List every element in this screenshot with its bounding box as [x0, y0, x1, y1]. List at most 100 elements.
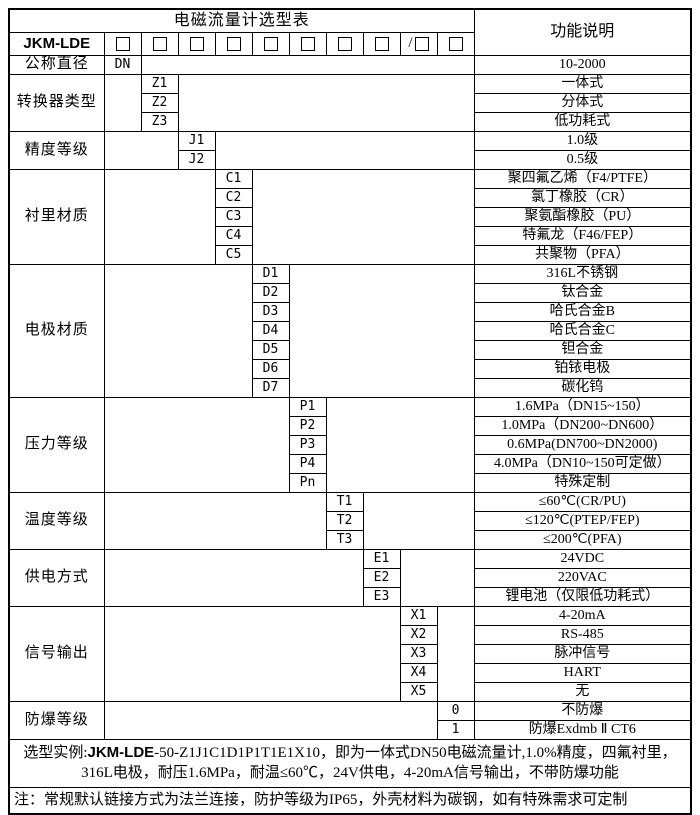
section-label: 精度等级 [8, 131, 105, 170]
desc-cell: 脉冲信号 [473, 644, 692, 664]
filler-cell [103, 606, 401, 702]
desc-cell: HART [473, 663, 692, 683]
desc-cell: 钽合金 [473, 340, 692, 360]
filler-cell [140, 55, 475, 75]
code-cell: C3 [214, 207, 253, 227]
desc-cell: 碳化钨 [473, 378, 692, 398]
code-cell: T2 [325, 511, 364, 531]
code-cell: C5 [214, 245, 253, 265]
desc-cell: 聚四氟乙烯（F4/PTFE） [473, 169, 692, 189]
checkbox-icon [263, 36, 278, 51]
filler-cell [325, 397, 475, 493]
desc-cell: ≤120℃(PTEP/FEP) [473, 511, 692, 531]
checkbox-icon [337, 36, 352, 51]
desc-cell: 1.0MPa（DN200~DN600） [473, 416, 692, 436]
desc-cell: ≤60℃(CR/PU) [473, 492, 692, 512]
filler-cell [362, 492, 475, 550]
checkbox-icon [414, 36, 429, 51]
example-model: JKM-LDE [87, 744, 155, 761]
checkbox-icon [374, 36, 389, 51]
code-cell: E2 [362, 568, 401, 588]
code-cell: D3 [251, 302, 290, 322]
model-code-box-cell [288, 32, 327, 56]
section-label: 信号输出 [8, 606, 105, 702]
code-cell: Z3 [140, 112, 179, 132]
filler-cell [177, 74, 475, 132]
code-cell: C2 [214, 188, 253, 208]
selection-example: 选型实例:JKM-LDE-50-Z1J1C1D1P1T1E1X10，即为一体式D… [8, 739, 692, 788]
desc-cell: 聚氨酯橡胶（PU） [473, 207, 692, 227]
code-cell: J2 [177, 150, 216, 170]
code-cell: P2 [288, 416, 327, 436]
code-cell: X3 [399, 644, 438, 664]
desc-cell: 共聚物（PFA） [473, 245, 692, 265]
desc-cell: 钛合金 [473, 283, 692, 303]
desc-cell: 铂铱电极 [473, 359, 692, 379]
section-label: 电极材质 [8, 264, 105, 398]
desc-cell: 哈氏合金C [473, 321, 692, 341]
code-cell: T3 [325, 530, 364, 550]
filler-cell [103, 549, 364, 607]
desc-cell: 4-20mA [473, 606, 692, 626]
code-cell: X2 [399, 625, 438, 645]
filler-cell [103, 701, 438, 740]
model-code-box-cell [140, 32, 179, 56]
model-code-box-cell [325, 32, 364, 56]
desc-cell: 0.5级 [473, 150, 692, 170]
code-cell: D5 [251, 340, 290, 360]
code-cell: 0 [436, 701, 475, 721]
filler-cell [103, 397, 290, 493]
desc-cell: 10-2000 [473, 55, 692, 75]
desc-cell: 哈氏合金B [473, 302, 692, 322]
checkbox-icon [226, 36, 241, 51]
code-cell: X5 [399, 682, 438, 702]
desc-cell: 24VDC [473, 549, 692, 569]
desc-cell: 不防爆 [473, 701, 692, 721]
model-prefix: JKM-LDE [8, 32, 105, 56]
desc-cell: 220VAC [473, 568, 692, 588]
model-code-box-cell [436, 32, 475, 56]
desc-cell: 氯丁橡胶（CR） [473, 188, 692, 208]
code-cell: P1 [288, 397, 327, 417]
filler-cell [251, 169, 475, 265]
desc-cell: 无 [473, 682, 692, 702]
code-cell: X4 [399, 663, 438, 683]
selection-table: 电磁流量计选型表 功能说明 JKM-LDE / 公称直径 DN 10-2000 … [8, 8, 692, 815]
filler-cell [103, 131, 179, 170]
desc-cell: 特氟龙（F46/FEP） [473, 226, 692, 246]
filler-cell [436, 606, 475, 702]
section-label: 供电方式 [8, 549, 105, 607]
desc-cell: 分体式 [473, 93, 692, 113]
code-cell: E3 [362, 587, 401, 607]
desc-cell: 防爆Exdmb Ⅱ CT6 [473, 720, 692, 740]
desc-cell: 低功耗式 [473, 112, 692, 132]
model-code-box-cell [103, 32, 142, 56]
filler-cell [214, 131, 475, 170]
code-cell: T1 [325, 492, 364, 512]
code-cell: Pn [288, 473, 327, 493]
code-cell: D4 [251, 321, 290, 341]
example-prefix: 选型实例: [23, 745, 88, 761]
code-cell: D6 [251, 359, 290, 379]
desc-cell: 一体式 [473, 74, 692, 94]
checkbox-icon [115, 36, 130, 51]
code-cell: X1 [399, 606, 438, 626]
filler-cell [103, 264, 253, 398]
filler-cell [103, 169, 216, 265]
desc-cell: ≤200℃(PFA) [473, 530, 692, 550]
desc-cell: 特殊定制 [473, 473, 692, 493]
desc-cell: RS-485 [473, 625, 692, 645]
desc-cell: 0.6MPa(DN700~DN2000) [473, 435, 692, 455]
desc-cell: 锂电池（仅限低功耗式） [473, 587, 692, 607]
section-label: 防爆等级 [8, 701, 105, 740]
code-cell: D7 [251, 378, 290, 398]
model-code-box-cell [177, 32, 216, 56]
model-code-box-cell [251, 32, 290, 56]
checkbox-icon [300, 36, 315, 51]
checkbox-icon [152, 36, 167, 51]
filler-cell [103, 492, 327, 550]
checkbox-icon [448, 36, 463, 51]
code-cell: D1 [251, 264, 290, 284]
filler-cell [103, 74, 142, 132]
code-cell: J1 [177, 131, 216, 151]
